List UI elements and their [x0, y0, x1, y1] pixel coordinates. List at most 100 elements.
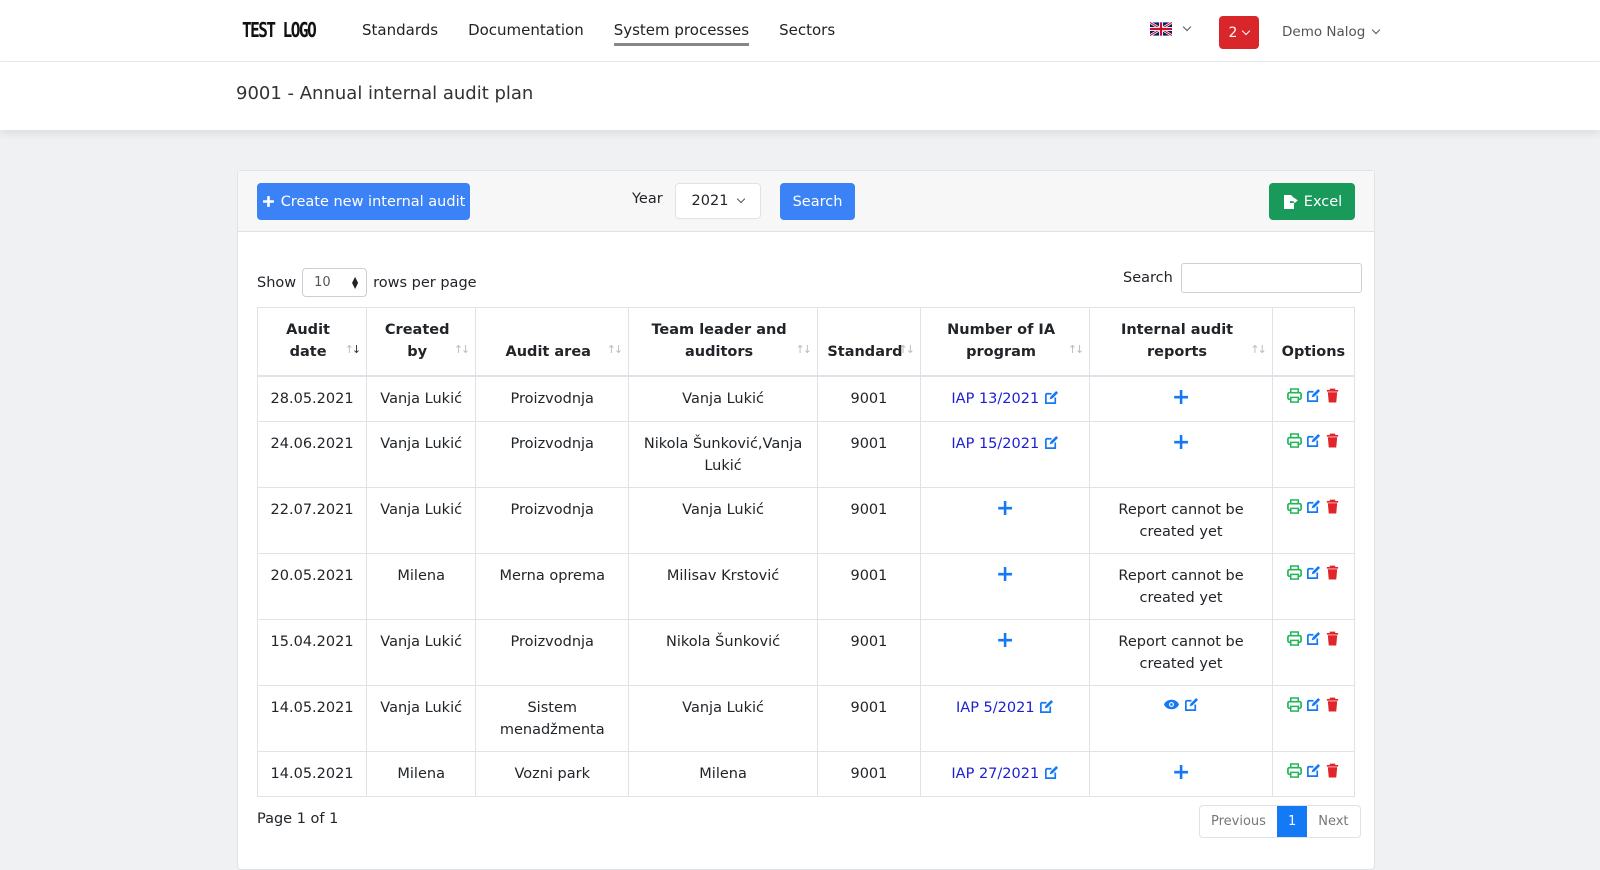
print-icon[interactable]: [1287, 696, 1302, 712]
edit-icon[interactable]: [1306, 565, 1321, 580]
plus-icon: [262, 196, 274, 207]
cell-options: [1271, 486, 1356, 554]
excel-export-button[interactable]: Excel: [1269, 183, 1355, 220]
create-audit-button[interactable]: Create new internal audit: [257, 183, 470, 220]
audit-table-body: 28.05.2021 Vanja Lukić Proizvodnja Vanja…: [256, 375, 1356, 797]
delete-icon[interactable]: [1325, 499, 1340, 514]
page-1-button[interactable]: 1: [1276, 806, 1308, 837]
nav-system-processes[interactable]: System processes: [613, 21, 750, 46]
edit-icon[interactable]: [1184, 697, 1199, 712]
cell-audit-date: 22.07.2021: [256, 486, 368, 554]
cell-audit-area: Proizvodnja: [475, 375, 630, 422]
card-toolbar: Create new internal audit Year 2021 Sear…: [238, 171, 1374, 232]
table-row[interactable]: 22.07.2021 Vanja Lukić Proizvodnja Vanja…: [256, 486, 1356, 554]
nav-documentation[interactable]: Documentation: [468, 21, 584, 39]
col-team[interactable]: Team leader and auditors ↑↓: [628, 307, 818, 376]
edit-icon[interactable]: [1306, 433, 1321, 448]
cell-options: [1271, 375, 1356, 422]
view-icon[interactable]: [1163, 697, 1180, 712]
print-icon[interactable]: [1287, 630, 1302, 646]
cell-ia-program: IAP 15/2021: [919, 420, 1091, 488]
delete-icon[interactable]: [1325, 697, 1340, 712]
table-row[interactable]: 15.04.2021 Vanja Lukić Proizvodnja Nikol…: [256, 618, 1356, 686]
language-selector[interactable]: [1150, 22, 1192, 36]
edit-icon[interactable]: [1306, 499, 1321, 514]
account-menu[interactable]: Demo Nalog: [1282, 24, 1381, 40]
table-search-input[interactable]: [1180, 263, 1362, 293]
delete-icon[interactable]: [1325, 631, 1340, 646]
delete-icon[interactable]: [1325, 388, 1340, 403]
cell-ia-report: [1089, 684, 1273, 752]
ia-program-link[interactable]: IAP 15/2021: [951, 435, 1040, 452]
delete-icon[interactable]: [1325, 433, 1340, 448]
cell-ia-report: Report cannot be created yet: [1089, 486, 1273, 554]
cell-standard: 9001: [816, 375, 921, 422]
print-icon[interactable]: [1287, 762, 1302, 778]
page-header: 9001 - Annual internal audit plan: [0, 62, 1600, 130]
cell-ia-program: IAP 5/2021: [919, 684, 1091, 752]
add-report-button[interactable]: +: [1171, 429, 1191, 455]
cell-options: [1271, 552, 1356, 620]
rows-per-page: Show 10 ▲ ▼ rows per page: [257, 268, 477, 297]
report-status-text: Report cannot be created yet: [1118, 633, 1244, 672]
edit-icon[interactable]: [1306, 763, 1321, 778]
cell-options: [1271, 420, 1356, 488]
add-report-button[interactable]: +: [1171, 759, 1191, 785]
year-label: Year: [632, 191, 663, 207]
table-header-row: Audit date ↑↓ Created by ↑↓ Audit area ↑↓ T…: [256, 307, 1356, 376]
account-name: Demo Nalog: [1282, 24, 1366, 40]
cell-standard: 9001: [816, 552, 921, 620]
add-report-button[interactable]: +: [1171, 384, 1191, 410]
edit-icon[interactable]: [1039, 699, 1054, 714]
add-ia-program-button[interactable]: +: [995, 627, 1015, 653]
col-ia-program[interactable]: Number of IA program ↑↓: [919, 307, 1091, 376]
print-icon[interactable]: [1287, 564, 1302, 580]
table-row[interactable]: 28.05.2021 Vanja Lukić Proizvodnja Vanja…: [256, 375, 1356, 422]
table-row[interactable]: 24.06.2021 Vanja Lukić Proizvodnja Nikol…: [256, 420, 1356, 488]
edit-icon[interactable]: [1306, 697, 1321, 712]
logo[interactable]: TEST LOGO: [242, 18, 317, 42]
print-icon[interactable]: [1287, 432, 1302, 448]
print-icon[interactable]: [1287, 498, 1302, 514]
table-row[interactable]: 14.05.2021 Vanja Lukić Sistem menadžment…: [256, 684, 1356, 752]
add-ia-program-button[interactable]: +: [995, 561, 1015, 587]
ia-program-link[interactable]: IAP 27/2021: [951, 765, 1040, 782]
cell-audit-date: 28.05.2021: [256, 375, 368, 422]
year-select[interactable]: 2021: [675, 183, 761, 219]
nav-standards[interactable]: Standards: [362, 21, 439, 39]
edit-icon[interactable]: [1306, 631, 1321, 646]
create-audit-label: Create new internal audit: [280, 193, 466, 210]
search-button[interactable]: Search: [780, 183, 855, 220]
edit-icon[interactable]: [1044, 390, 1059, 405]
ia-program-link[interactable]: IAP 5/2021: [956, 699, 1035, 716]
notifications-button[interactable]: 2: [1219, 16, 1259, 49]
table-row[interactable]: 20.05.2021 Milena Merna oprema Milisav K…: [256, 552, 1356, 620]
add-ia-program-button[interactable]: +: [995, 495, 1015, 521]
cell-standard: 9001: [816, 750, 921, 797]
cell-options: [1271, 750, 1356, 797]
notification-count: 2: [1228, 24, 1238, 41]
rows-per-page-select[interactable]: 10 ▲ ▼: [302, 268, 368, 297]
cell-ia-report: +: [1089, 420, 1273, 488]
edit-icon[interactable]: [1306, 388, 1321, 403]
delete-icon[interactable]: [1325, 763, 1340, 778]
col-ia-reports[interactable]: Internal audit reports ↑↓: [1089, 307, 1273, 376]
cell-audit-area: Proizvodnja: [475, 486, 630, 554]
sort-icon: ↑↓: [898, 342, 916, 356]
delete-icon[interactable]: [1325, 565, 1340, 580]
table-row[interactable]: 14.05.2021 Milena Vozni park Milena 9001…: [256, 750, 1356, 797]
nav-sectors[interactable]: Sectors: [779, 21, 836, 39]
print-icon[interactable]: [1287, 387, 1302, 403]
next-page-button[interactable]: Next: [1318, 814, 1349, 829]
edit-icon[interactable]: [1044, 765, 1059, 780]
col-audit-area[interactable]: Audit area ↑↓: [475, 307, 630, 376]
previous-page-button[interactable]: Previous: [1211, 814, 1266, 829]
chevron-down-icon: [737, 194, 746, 204]
cell-audit-area: Sistem menadžmenta: [475, 684, 630, 752]
col-standard[interactable]: Standard ↑↓: [816, 307, 921, 376]
edit-icon[interactable]: [1044, 435, 1059, 450]
col-created-by[interactable]: Created by ↑↓: [366, 307, 477, 376]
ia-program-link[interactable]: IAP 13/2021: [951, 390, 1040, 407]
cell-standard: 9001: [816, 420, 921, 488]
col-audit-date[interactable]: Audit date ↑↓: [256, 307, 368, 376]
